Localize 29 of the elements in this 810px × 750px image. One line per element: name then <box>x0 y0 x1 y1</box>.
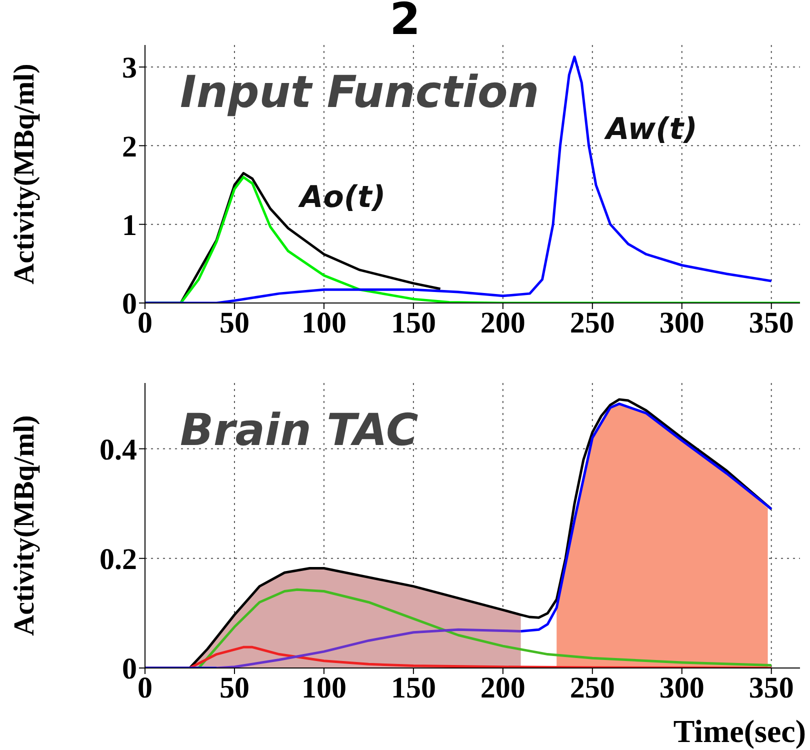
x-tick-label: 250 <box>570 671 615 704</box>
line-series <box>215 628 522 668</box>
x-tick-label: 50 <box>219 671 250 704</box>
x-tick-label: 100 <box>301 306 346 340</box>
x-tick-label: 200 <box>480 671 526 704</box>
x-tick-label: 100 <box>301 671 346 704</box>
x-tick-label: 150 <box>390 306 436 340</box>
x-tick-label: 300 <box>659 671 704 704</box>
x-tick-label: 250 <box>570 306 615 340</box>
x-tick-label: 350 <box>748 306 794 340</box>
x-tick-label: 150 <box>390 671 436 704</box>
line-series <box>145 56 773 303</box>
annotation: Brain TAC <box>180 405 418 456</box>
annotation: Input Function <box>180 67 540 118</box>
y-tick-label: 0.2 <box>100 543 137 576</box>
x-tick-label: 200 <box>480 306 526 340</box>
y-axis-title: Activity(MBq/ml) <box>8 64 40 284</box>
x-tick-label: 50 <box>219 306 250 340</box>
y-tick-label: 1 <box>122 208 137 242</box>
y-axis-title: Activity(MBq/ml) <box>8 415 40 636</box>
y-tick-label: 2 <box>122 130 137 164</box>
x-axis-title: Time(sec) <box>673 712 806 750</box>
annotation: Aw(t) <box>606 112 698 147</box>
chart-title: 2 <box>388 0 422 45</box>
y-tick-label: 0.4 <box>100 433 137 466</box>
annotation: Ao(t) <box>300 180 386 215</box>
y-tick-label: 3 <box>122 52 137 85</box>
x-tick-label: 300 <box>659 306 704 340</box>
x-tick-label: 350 <box>748 671 794 704</box>
